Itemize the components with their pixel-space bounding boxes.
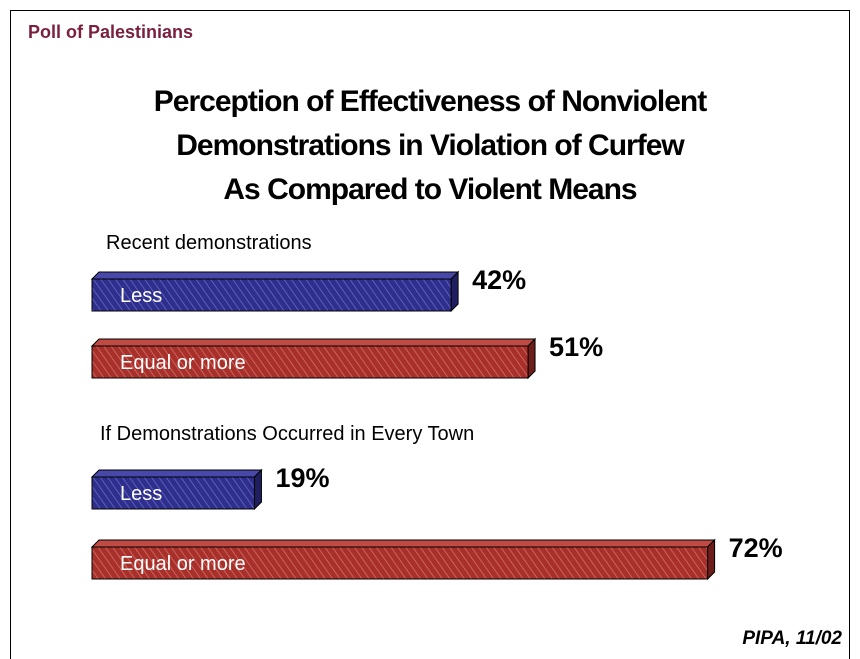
slide-frame: [10, 10, 850, 659]
bar-g1-equal-or-more: Equal or more 51%: [90, 332, 603, 380]
bar-front-face: [91, 278, 452, 312]
bar-g2-equal-or-more: Equal or more 72%: [90, 533, 783, 581]
bar-top-face: [90, 539, 716, 548]
bar-side-face: [707, 538, 716, 581]
group-label-recent: Recent demonstrations: [106, 232, 312, 254]
bar-side-face: [450, 270, 459, 313]
bar-side-face: [253, 468, 262, 511]
bar-value-label: 72%: [729, 533, 783, 563]
bar-top-face: [90, 338, 537, 347]
bar-value-label: 51%: [549, 332, 603, 362]
bar-value-label: 19%: [275, 463, 329, 493]
bar-top-face: [90, 469, 263, 478]
bar-category-label: Equal or more: [120, 553, 246, 575]
group-label-every-town: If Demonstrations Occurred in Every Town: [100, 423, 475, 445]
bar-front-face: [91, 476, 255, 510]
bar-category-label: Equal or more: [120, 352, 246, 374]
bar-front-face: [91, 345, 529, 379]
chart-title: Perception of Effectiveness of Nonviolen…: [60, 80, 800, 212]
bar-value-label: 42%: [472, 265, 526, 295]
bar-top-face: [90, 271, 460, 280]
bar-category-label: Less: [120, 483, 162, 505]
slide-header: Poll of Palestinians: [28, 22, 194, 42]
chart-title-line-1: Perception of Effectiveness of Nonviolen…: [153, 85, 707, 118]
bar-g1-less: Less 42%: [90, 265, 526, 313]
bar-front-face: [91, 546, 709, 580]
bar-category-label: Less: [120, 285, 162, 307]
chart-title-line-2: Demonstrations in Violation of Curfew: [176, 129, 684, 162]
chart-title-line-3: As Compared to Violent Means: [223, 173, 637, 206]
bar-g2-less: Less 19%: [90, 463, 329, 511]
source-note: PIPA, 11/02: [742, 628, 842, 649]
bar-side-face: [527, 337, 536, 380]
